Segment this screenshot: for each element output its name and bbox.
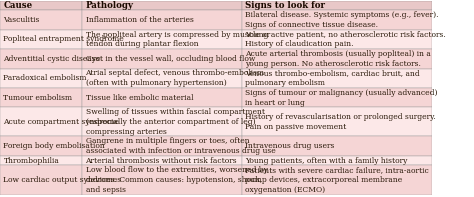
Text: Cause: Cause	[3, 1, 33, 10]
Text: Adventitial cystic disease: Adventitial cystic disease	[3, 55, 100, 63]
Bar	[0, 69, 82, 88]
Text: Cyst in the vessel wall, occluding blood flow: Cyst in the vessel wall, occluding blood…	[85, 55, 255, 63]
Bar	[82, 30, 242, 49]
Text: Signs to look for: Signs to look for	[246, 1, 325, 10]
Text: Tissue like embolic material: Tissue like embolic material	[85, 94, 193, 102]
Text: Popliteal entrapment syndrome: Popliteal entrapment syndrome	[3, 35, 124, 44]
Text: Low blood flow to the extremities, worsened by
devices. Common causes: hypotensi: Low blood flow to the extremities, worse…	[85, 166, 267, 194]
Text: Patients with severe cardiac failure, intra-aortic
pump devices, extracorporeal : Patients with severe cardiac failure, in…	[246, 166, 429, 194]
Text: Young patients, often with a family history: Young patients, often with a family hist…	[246, 157, 408, 165]
Text: Bilateral disease. Systemic symptoms (e.g., fever).
Signs of connective tissue d: Bilateral disease. Systemic symptoms (e.…	[246, 11, 439, 29]
Text: Gangrene in multiple fingers or toes, often
associated with infection or intrave: Gangrene in multiple fingers or toes, of…	[85, 137, 275, 155]
Bar	[242, 88, 432, 107]
Text: Thrombophilia: Thrombophilia	[3, 157, 59, 165]
Bar	[242, 107, 432, 136]
Bar	[0, 107, 82, 136]
Text: Inflammation of the arteries: Inflammation of the arteries	[85, 16, 193, 24]
Bar	[82, 156, 242, 165]
Bar	[82, 10, 242, 30]
Bar	[82, 165, 242, 195]
Text: Arterial thrombosis without risk factors: Arterial thrombosis without risk factors	[85, 157, 237, 165]
Text: Acute arterial thrombosis (usually popliteal) in a
young person. No atherosclero: Acute arterial thrombosis (usually popli…	[246, 50, 431, 68]
Text: The popliteal artery is compressed by muscle or
tendon during plantar flexion: The popliteal artery is compressed by mu…	[85, 31, 270, 48]
Bar	[82, 49, 242, 69]
Text: Intravenous drug users: Intravenous drug users	[246, 142, 335, 150]
Text: Swelling of tissues within fascial compartment
(especially the anterior compartm: Swelling of tissues within fascial compa…	[85, 108, 264, 136]
Text: Foreign body embolisation: Foreign body embolisation	[3, 142, 105, 150]
Bar	[0, 49, 82, 69]
Text: Vasculitis: Vasculitis	[3, 16, 40, 24]
Text: Low cardiac output syndromes: Low cardiac output syndromes	[3, 176, 121, 184]
Bar	[242, 156, 432, 165]
Bar	[242, 1, 432, 10]
Text: Paradoxical embolism: Paradoxical embolism	[3, 74, 87, 82]
Text: Acute compartment syndrome: Acute compartment syndrome	[3, 118, 119, 126]
Bar	[0, 10, 82, 30]
Bar	[242, 49, 432, 69]
Text: Young active patient, no atherosclerotic risk factors.
History of claudication p: Young active patient, no atherosclerotic…	[246, 31, 446, 48]
Bar	[82, 107, 242, 136]
Text: History of revascularisation or prolonged surgery.
Pain on passive movement: History of revascularisation or prolonge…	[246, 113, 436, 131]
Bar	[242, 136, 432, 156]
Bar	[82, 1, 242, 10]
Bar	[0, 88, 82, 107]
Bar	[82, 69, 242, 88]
Bar	[0, 165, 82, 195]
Text: Venous thrombo-embolism, cardiac bruit, and
pulmonary embolism: Venous thrombo-embolism, cardiac bruit, …	[246, 69, 420, 87]
Bar	[242, 30, 432, 49]
Bar	[242, 165, 432, 195]
Bar	[82, 136, 242, 156]
Text: Atrial septal defect, venous thrombo-embolism
(often with pulmonary hypertension: Atrial septal defect, venous thrombo-emb…	[85, 69, 264, 87]
Bar	[0, 156, 82, 165]
Text: Pathology: Pathology	[85, 1, 134, 10]
Bar	[242, 10, 432, 30]
Text: Signs of tumour or malignancy (usually advanced)
in heart or lung: Signs of tumour or malignancy (usually a…	[246, 89, 438, 107]
Bar	[0, 30, 82, 49]
Bar	[0, 1, 82, 10]
Bar	[82, 88, 242, 107]
Text: Tumour embolism: Tumour embolism	[3, 94, 73, 102]
Bar	[0, 136, 82, 156]
Bar	[242, 69, 432, 88]
